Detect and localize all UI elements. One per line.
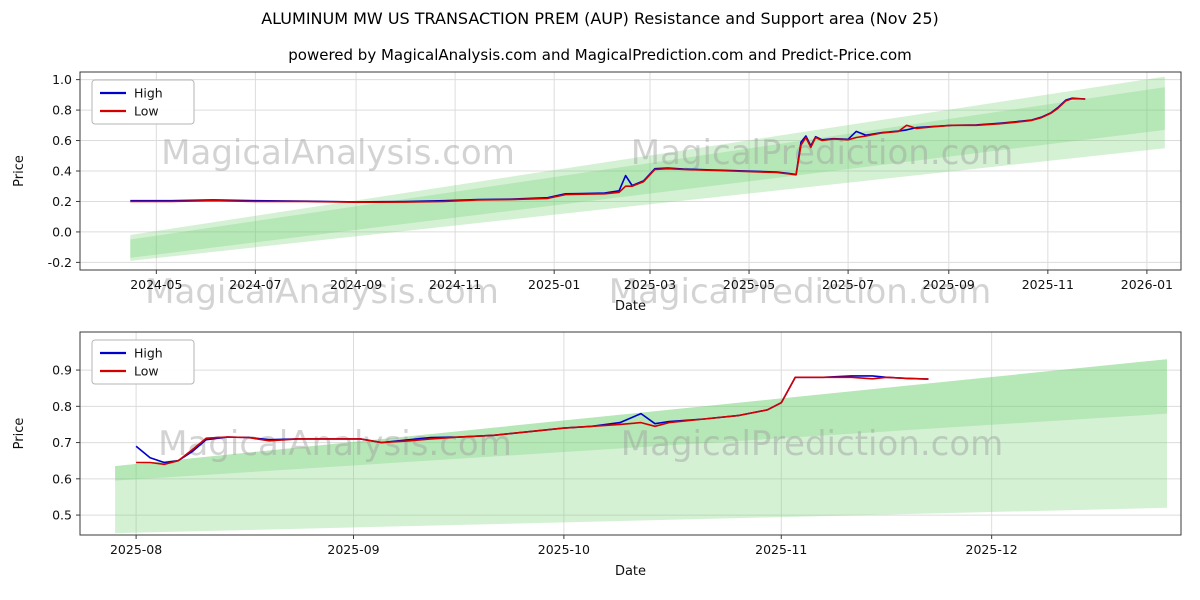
x-tick-label: 2026-01: [1121, 277, 1173, 292]
legend-label-high: High: [134, 86, 163, 101]
plot-area: [80, 332, 1181, 535]
chart-1-background: [80, 332, 1181, 535]
legend-label-high: High: [134, 346, 163, 361]
x-tick-label: 2024-11: [429, 277, 481, 292]
y-tick-label: 1.0: [52, 72, 72, 87]
chart-0-background: [80, 72, 1181, 270]
support-resistance-band: [130, 76, 1165, 261]
y-tick-label: 0.5: [52, 508, 72, 523]
y-tick-label: 0.9: [52, 363, 72, 378]
y-tick-label: 0.0: [52, 224, 72, 239]
y-tick-label: -0.2: [48, 255, 72, 270]
support-resistance-band: [115, 359, 1168, 481]
watermark-analysis: MagicalAnalysis.com: [145, 272, 499, 312]
x-tick-label: 2025-03: [624, 277, 676, 292]
legend-box: [91, 79, 195, 125]
x-tick-label: 2025-09: [327, 542, 379, 557]
x-tick-label: 2024-05: [130, 277, 182, 292]
support-resistance-band: [115, 359, 1168, 534]
x-tick-label: 2025-11: [1022, 277, 1074, 292]
low-line: [136, 376, 929, 466]
x-tick-label: 2025-01: [528, 277, 580, 292]
watermark-analysis: MagicalAnalysis.com: [158, 424, 512, 464]
y-axis-label: Price: [12, 155, 27, 187]
x-axis-label: Date: [615, 299, 646, 314]
watermark-prediction: MagicalPrediction.com: [609, 272, 992, 312]
legend-label-low: Low: [134, 364, 159, 379]
x-tick-label: 2025-08: [110, 542, 162, 557]
x-axis-label: Date: [615, 564, 646, 579]
y-tick-label: 0.8: [52, 103, 72, 118]
chart-0-foreground: 2024-05 2024-07 2024-09 2024-11 2025-01 2025-…: [12, 71, 1182, 314]
y-tick-label: 0.6: [52, 133, 72, 148]
legend-box: [91, 339, 195, 385]
x-tick-label: 2025-07: [822, 277, 874, 292]
x-tick-label: 2025-05: [723, 277, 775, 292]
y-axis-label: Price: [12, 418, 27, 450]
watermarks: MagicalAnalysis.com MagicalPrediction.com…: [145, 133, 1013, 464]
low-line: [130, 97, 1086, 203]
x-tick-label: 2025-10: [538, 542, 590, 557]
x-tick-label: 2025-12: [966, 542, 1018, 557]
plot-border: [79, 331, 1182, 536]
watermark-analysis: MagicalAnalysis.com: [161, 133, 515, 173]
y-tick-label: 0.6: [52, 471, 72, 486]
x-tick-label: 2025-11: [755, 542, 807, 557]
chart-1-foreground: 2025-08 2025-09 2025-10 2025-11 2025-12 0.5 0.…: [12, 331, 1182, 579]
x-tick-label: 2025-09: [923, 277, 975, 292]
y-tick-label: 0.7: [52, 435, 72, 450]
x-tick-label: 2024-09: [330, 277, 382, 292]
y-tick-label: 0.8: [52, 399, 72, 414]
y-tick-label: 0.4: [52, 164, 72, 179]
y-tick-label: 0.2: [52, 194, 72, 209]
legend-label-low: Low: [134, 104, 159, 119]
chart-title: ALUMINUM MW US TRANSACTION PREM (AUP) Re…: [261, 9, 939, 28]
x-tick-label: 2024-07: [229, 277, 281, 292]
chart-subtitle: powered by MagicalAnalysis.com and Magic…: [288, 46, 912, 64]
watermark-prediction: MagicalPrediction.com: [621, 424, 1004, 464]
